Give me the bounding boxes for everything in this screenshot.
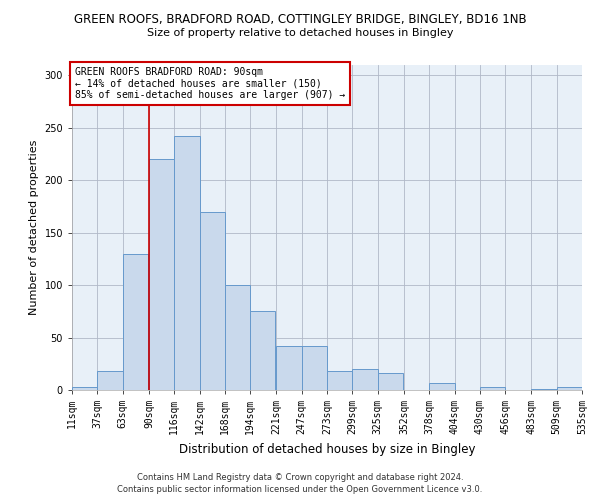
Bar — [557, 387, 582, 390]
Bar — [429, 382, 455, 390]
Bar — [250, 312, 275, 390]
Bar — [377, 373, 403, 390]
Bar — [199, 212, 225, 390]
Bar — [327, 371, 352, 390]
Bar — [149, 160, 174, 390]
Bar — [277, 346, 302, 390]
Bar — [302, 346, 327, 390]
Bar — [122, 254, 148, 390]
Bar — [72, 387, 97, 390]
Bar — [97, 371, 122, 390]
Text: Contains public sector information licensed under the Open Government Licence v3: Contains public sector information licen… — [118, 484, 482, 494]
Bar — [532, 389, 557, 390]
Bar — [225, 285, 250, 390]
Y-axis label: Number of detached properties: Number of detached properties — [29, 140, 39, 315]
Bar — [480, 387, 505, 390]
Text: GREEN ROOFS, BRADFORD ROAD, COTTINGLEY BRIDGE, BINGLEY, BD16 1NB: GREEN ROOFS, BRADFORD ROAD, COTTINGLEY B… — [74, 12, 526, 26]
Bar — [352, 369, 377, 390]
Bar — [174, 136, 200, 390]
Text: GREEN ROOFS BRADFORD ROAD: 90sqm
← 14% of detached houses are smaller (150)
85% : GREEN ROOFS BRADFORD ROAD: 90sqm ← 14% o… — [74, 66, 345, 100]
Text: Contains HM Land Registry data © Crown copyright and database right 2024.: Contains HM Land Registry data © Crown c… — [137, 473, 463, 482]
Text: Size of property relative to detached houses in Bingley: Size of property relative to detached ho… — [147, 28, 453, 38]
X-axis label: Distribution of detached houses by size in Bingley: Distribution of detached houses by size … — [179, 442, 475, 456]
